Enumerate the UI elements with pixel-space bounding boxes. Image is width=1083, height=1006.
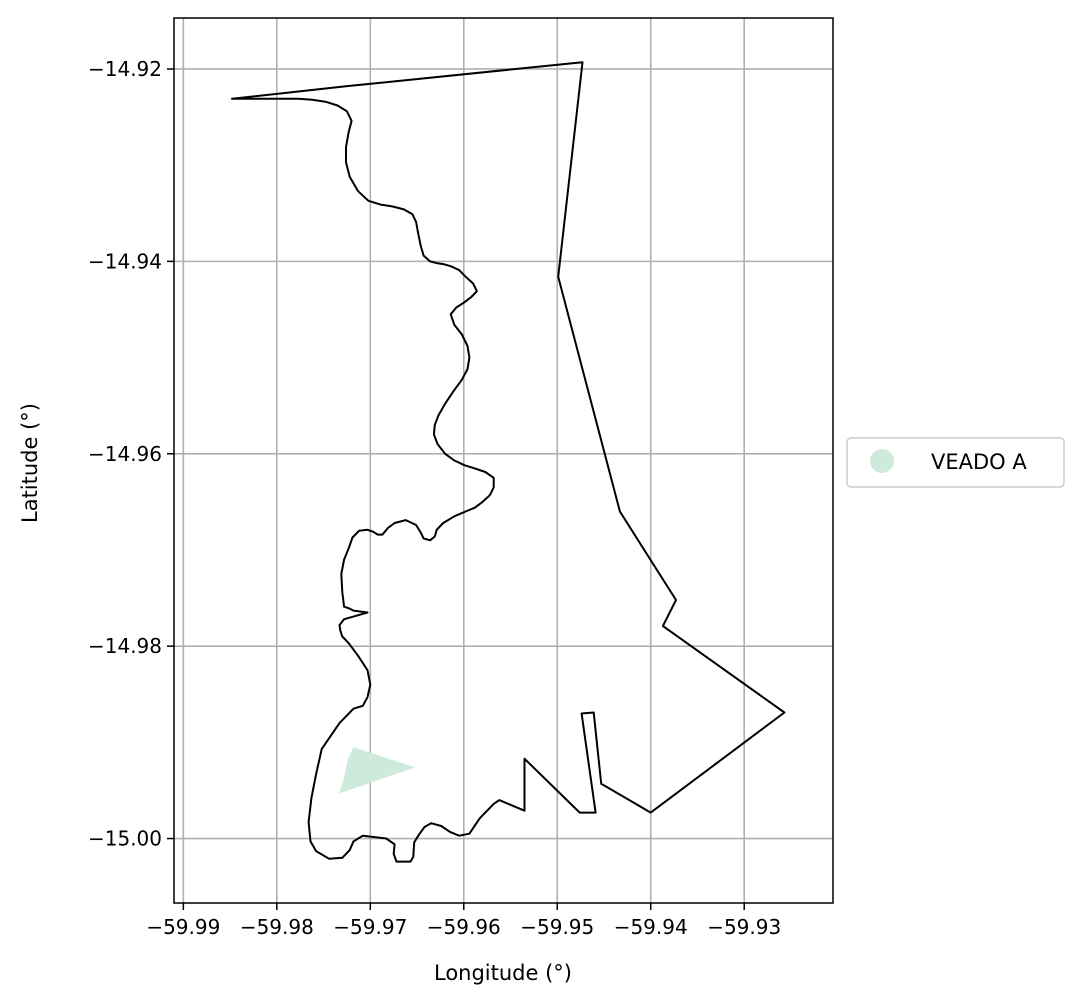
series-fill-0 — [339, 747, 416, 794]
x-tick-label-1: −59.98 — [240, 915, 314, 939]
legend-label-veado-a: VEADO A — [931, 450, 1027, 474]
y-tick-label-3: −14.98 — [88, 634, 162, 658]
x-tick-label-4: −59.95 — [520, 915, 594, 939]
series-fills — [339, 747, 416, 794]
grid-lines — [174, 18, 833, 903]
x-tick-label-2: −59.97 — [333, 915, 407, 939]
x-tick-label-3: −59.96 — [427, 915, 501, 939]
x-axis-ticks: −59.99 −59.98 −59.97 −59.96 −59.95 −59.94 −59.… — [146, 903, 781, 939]
y-axis-ticks: −14.92 −14.94 −14.96 −14.98 −15.00 — [88, 57, 174, 851]
legend: VEADO A — [846, 437, 1065, 488]
boundary-outline — [231, 61, 786, 863]
x-axis-label: Longitude (°) — [434, 961, 572, 985]
boundary-group — [231, 61, 786, 863]
legend-marker — [870, 449, 894, 473]
axes-frame — [173, 17, 834, 904]
y-tick-label-0: −14.92 — [88, 57, 162, 81]
y-tick-label-2: −14.96 — [88, 442, 162, 466]
axes-background — [174, 18, 833, 903]
x-tick-label-0: −59.99 — [146, 915, 220, 939]
x-tick-label-5: −59.94 — [614, 915, 688, 939]
legend-box — [846, 437, 1065, 488]
x-tick-label-6: −59.93 — [707, 915, 781, 939]
y-tick-label-4: −15.00 — [88, 827, 162, 851]
plot-area — [173, 17, 834, 904]
y-tick-label-1: −14.94 — [88, 249, 162, 273]
y-axis-label: Latitude (°) — [18, 403, 42, 523]
